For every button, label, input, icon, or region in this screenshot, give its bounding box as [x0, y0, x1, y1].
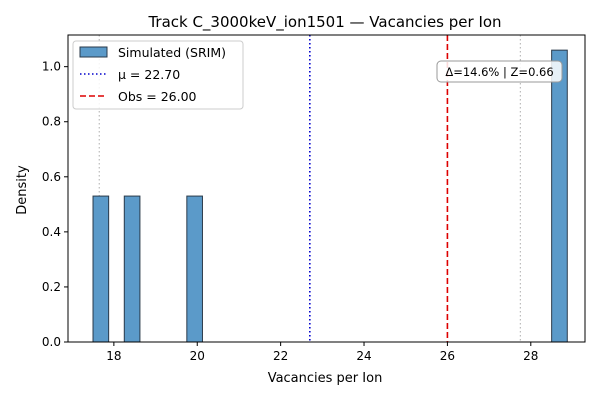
histogram-bar-1 [123, 195, 141, 343]
x-axis: 18 20 22 24 26 28 [106, 342, 538, 363]
y-axis-label: Density [15, 165, 30, 215]
annotation-text: Δ=14.6% | Z=0.66 [445, 65, 553, 79]
y-tick-label: 0.4 [42, 225, 61, 239]
legend-entry-simulated: Simulated (SRIM) [118, 45, 226, 60]
histogram-bar-0 [92, 195, 110, 343]
histogram-bar-3 [551, 49, 568, 343]
y-tick-label: 0.8 [42, 115, 61, 129]
y-tick-label: 0.6 [42, 170, 61, 184]
x-tick-label: 20 [190, 349, 205, 363]
legend-entry-mean: μ = 22.70 [118, 67, 180, 82]
annotation-box [436, 60, 563, 83]
y-tick-label: 0.2 [42, 280, 61, 294]
x-axis-label: Vacancies per Ion [268, 371, 383, 386]
x-tick-label: 24 [356, 349, 371, 363]
y-tick-label: 0.0 [42, 335, 61, 349]
legend: Simulated (SRIM) μ = 22.70 Obs = 26.00 [72, 40, 244, 110]
histogram-bar-2 [186, 195, 203, 343]
legend-swatch-simulated [79, 46, 108, 58]
y-tick-label: 1.0 [42, 60, 61, 74]
legend-box [72, 40, 244, 110]
x-tick-label: 18 [106, 349, 121, 363]
chart-title: Track C_3000keV_ion1501 — Vacancies per … [147, 13, 501, 32]
x-tick-label: 22 [273, 349, 288, 363]
x-tick-label: 26 [440, 349, 455, 363]
plot-area [92, 35, 568, 343]
plot-frame [67, 34, 586, 343]
legend-entry-observed: Obs = 26.00 [118, 89, 197, 104]
x-tick-label: 28 [523, 349, 538, 363]
y-axis: 0.0 0.2 0.4 0.6 0.8 1.0 [42, 60, 68, 349]
stats-annotation: Δ=14.6% | Z=0.66 [436, 60, 563, 83]
